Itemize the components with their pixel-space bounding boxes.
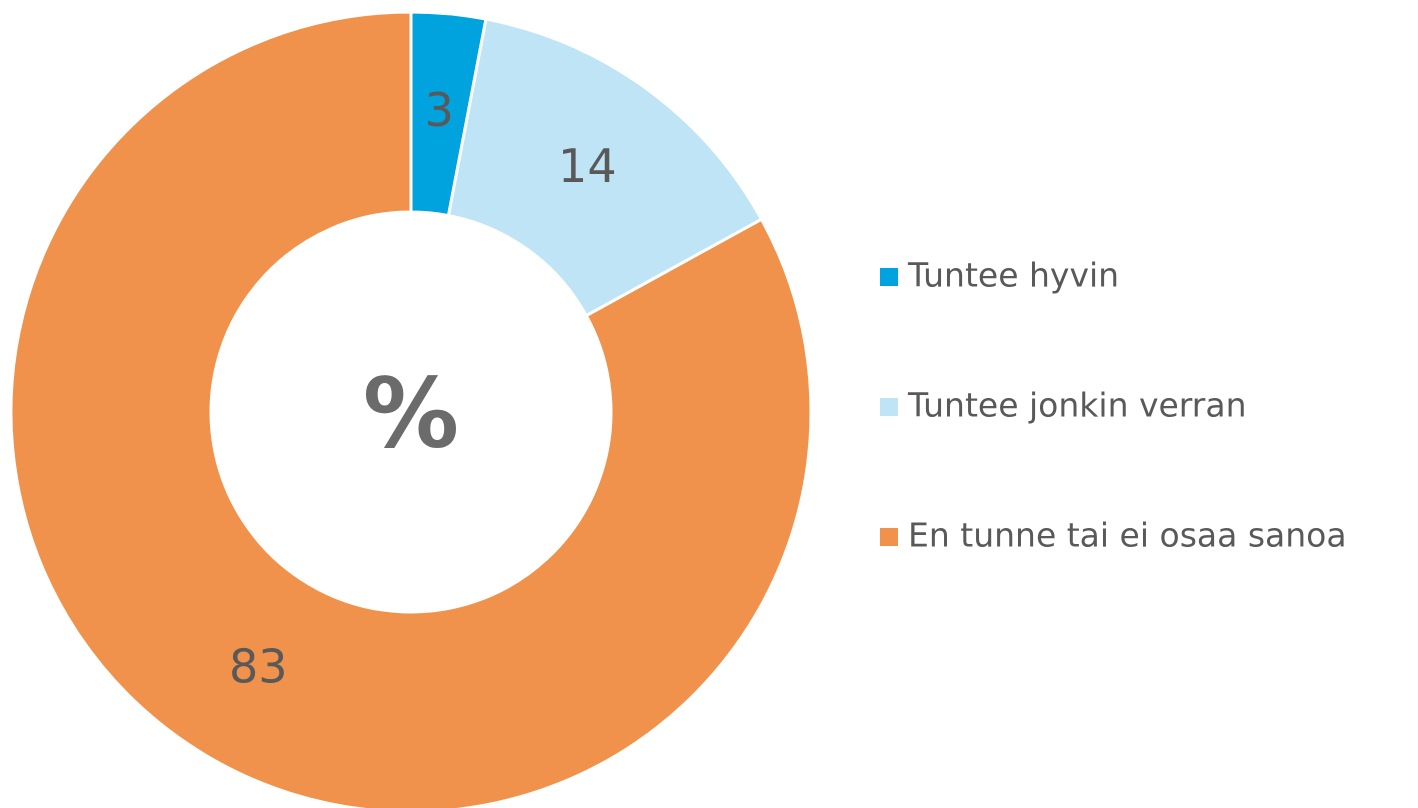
data-label: 14 xyxy=(558,139,617,193)
legend-label: En tunne tai ei osaa sanoa xyxy=(908,516,1347,555)
legend-label: Tuntee hyvin xyxy=(907,256,1119,295)
legend-swatch xyxy=(880,398,898,416)
legend-label: Tuntee jonkin verran xyxy=(907,386,1247,425)
donut-slice xyxy=(9,10,813,808)
legend-swatch xyxy=(880,268,898,286)
legend-swatch xyxy=(880,528,898,546)
data-label: 83 xyxy=(229,640,288,694)
center-label: % xyxy=(363,357,459,469)
donut-slice xyxy=(446,17,764,318)
data-label: 3 xyxy=(425,83,454,137)
